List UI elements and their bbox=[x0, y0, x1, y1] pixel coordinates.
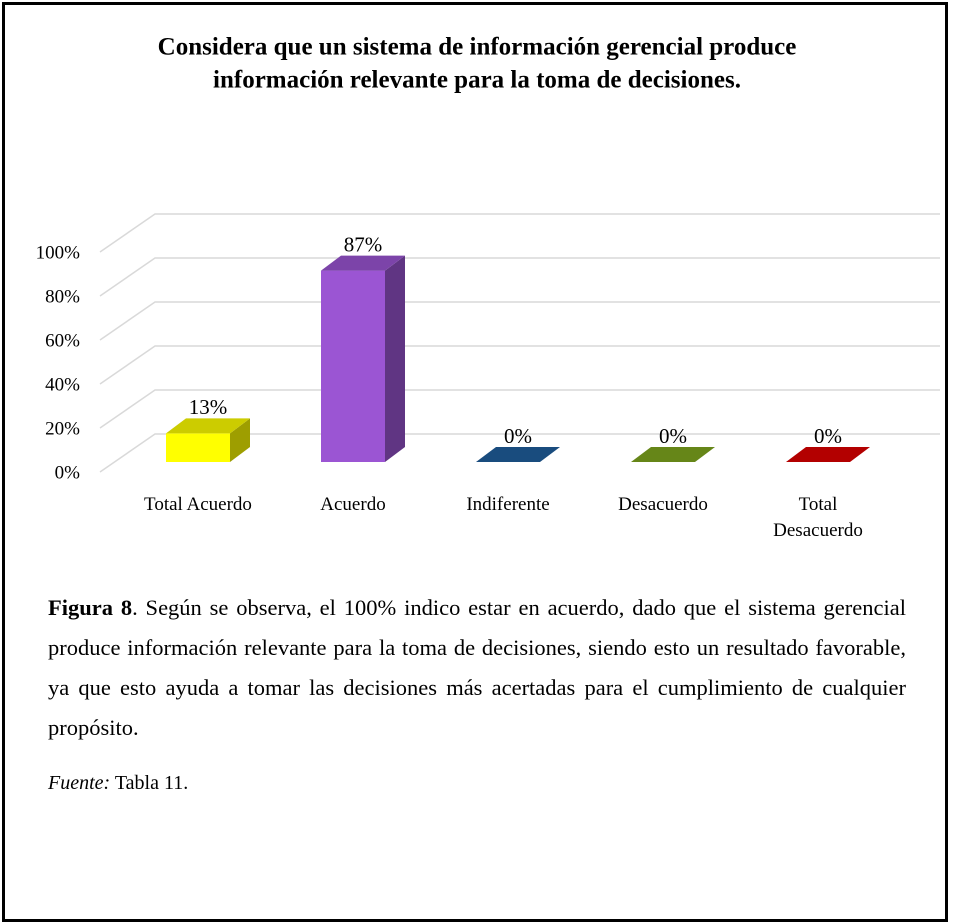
x-tick-label: Acuerdo bbox=[320, 494, 386, 515]
y-tick-label: 0% bbox=[55, 462, 81, 483]
caption-label: Figura 8 bbox=[48, 595, 133, 620]
bar-front bbox=[321, 270, 385, 462]
bar-top bbox=[631, 447, 715, 462]
bar bbox=[476, 447, 560, 462]
bar-top bbox=[321, 255, 405, 271]
value-label: 0% bbox=[814, 424, 842, 448]
bar bbox=[166, 418, 250, 462]
bar-side bbox=[230, 418, 250, 462]
bar bbox=[786, 447, 870, 462]
source-text: Tabla 11. bbox=[114, 772, 189, 794]
bar-top bbox=[166, 418, 250, 434]
bar bbox=[631, 447, 715, 462]
source-label: Fuente: bbox=[48, 772, 111, 794]
x-tick-label: Total Desacuerdo bbox=[773, 494, 863, 541]
bar bbox=[321, 255, 405, 462]
value-label: 13% bbox=[189, 395, 228, 419]
grid-line bbox=[99, 213, 940, 253]
value-label: 87% bbox=[344, 232, 383, 256]
caption-text: . Según se observa, el 100% indico estar… bbox=[48, 595, 906, 740]
bar-side bbox=[385, 255, 405, 462]
y-tick-label: 100% bbox=[36, 242, 81, 263]
bar-top bbox=[786, 447, 870, 462]
y-tick-label: 80% bbox=[45, 286, 80, 307]
grid-line bbox=[99, 389, 940, 429]
grid-line bbox=[99, 345, 940, 385]
bar-front bbox=[166, 433, 230, 462]
x-tick-label: Desacuerdo bbox=[618, 494, 708, 515]
grid-line bbox=[99, 301, 940, 341]
value-label: 0% bbox=[504, 424, 532, 448]
bar-top bbox=[476, 447, 560, 462]
chart-title: información relevante para la toma de de… bbox=[213, 67, 741, 94]
grid-line bbox=[99, 257, 940, 297]
chart-title: Considera que un sistema de información … bbox=[158, 34, 797, 61]
x-tick-label: Indiferente bbox=[466, 494, 550, 515]
source: Fuente: Tabla 11. bbox=[48, 772, 188, 795]
value-label: 0% bbox=[659, 424, 687, 448]
y-tick-label: 60% bbox=[45, 330, 80, 351]
y-tick-label: 40% bbox=[45, 374, 80, 395]
caption: Figura 8. Según se observa, el 100% indi… bbox=[48, 588, 906, 748]
grid-line bbox=[99, 433, 940, 473]
x-tick-label: Total Acuerdo bbox=[144, 494, 252, 515]
y-tick-label: 20% bbox=[45, 418, 80, 439]
